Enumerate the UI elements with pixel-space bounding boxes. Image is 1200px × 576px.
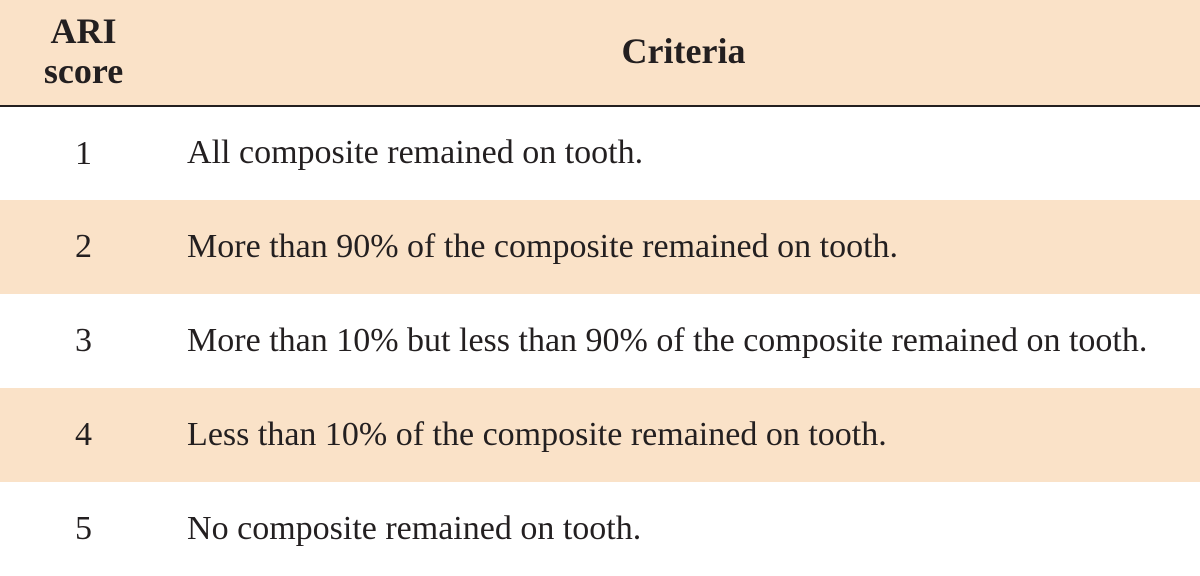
criteria-cell: More than 90% of the composite remained … (167, 200, 1200, 294)
table-header-row: ARI score Criteria (0, 0, 1200, 106)
header-ari-line2: score (44, 51, 123, 91)
table-row: 3 More than 10% but less than 90% of the… (0, 294, 1200, 388)
table-row: 1 All composite remained on tooth. (0, 106, 1200, 200)
table-row: 4 Less than 10% of the composite remaine… (0, 388, 1200, 482)
table-row: 2 More than 90% of the composite remaine… (0, 200, 1200, 294)
score-cell: 5 (0, 482, 167, 576)
ari-criteria-table: ARI score Criteria 1 All composite remai… (0, 0, 1200, 576)
header-ari-line1: ARI (51, 11, 117, 51)
score-cell: 4 (0, 388, 167, 482)
criteria-cell: Less than 10% of the composite remained … (167, 388, 1200, 482)
criteria-cell: More than 10% but less than 90% of the c… (167, 294, 1200, 388)
score-cell: 2 (0, 200, 167, 294)
table-row: 5 No composite remained on tooth. (0, 482, 1200, 576)
criteria-cell: No composite remained on tooth. (167, 482, 1200, 576)
criteria-cell: All composite remained on tooth. (167, 106, 1200, 200)
score-cell: 1 (0, 106, 167, 200)
column-header-ari-score: ARI score (0, 0, 167, 106)
score-cell: 3 (0, 294, 167, 388)
column-header-criteria: Criteria (167, 0, 1200, 106)
